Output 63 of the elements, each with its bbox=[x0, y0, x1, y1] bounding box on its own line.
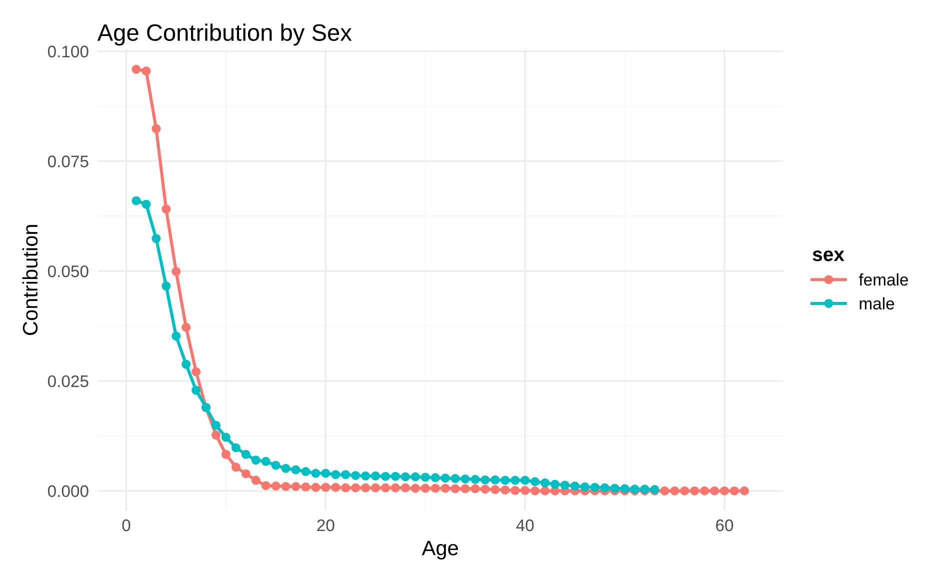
y-tick-label: 0.075 bbox=[48, 156, 88, 168]
point bbox=[351, 470, 360, 480]
point bbox=[380, 472, 390, 481]
point bbox=[520, 476, 530, 485]
point bbox=[361, 471, 370, 480]
point bbox=[420, 472, 430, 482]
point bbox=[510, 476, 520, 485]
x-tick-label: 20 bbox=[317, 519, 334, 532]
point bbox=[480, 475, 490, 484]
point bbox=[550, 480, 560, 489]
point bbox=[590, 482, 600, 492]
point bbox=[231, 443, 240, 452]
y-axis-title: Contribution bbox=[22, 225, 38, 335]
point bbox=[490, 475, 500, 484]
point bbox=[400, 472, 410, 482]
point bbox=[152, 234, 161, 244]
point bbox=[321, 468, 330, 478]
point bbox=[241, 450, 250, 459]
legend-label: female bbox=[858, 273, 908, 286]
point bbox=[410, 472, 420, 482]
point bbox=[460, 474, 470, 484]
legend-title: sex bbox=[812, 250, 844, 262]
x-tick-label: 40 bbox=[516, 519, 534, 532]
y-tick-label: 0.100 bbox=[48, 46, 88, 58]
point bbox=[390, 472, 400, 481]
point bbox=[430, 473, 440, 482]
point bbox=[132, 196, 141, 206]
point bbox=[251, 456, 260, 465]
point bbox=[211, 420, 220, 430]
x-axis-title: Age bbox=[422, 540, 458, 560]
point bbox=[610, 484, 620, 493]
point bbox=[182, 360, 191, 369]
point bbox=[450, 474, 460, 484]
point bbox=[271, 460, 280, 470]
point bbox=[560, 480, 570, 490]
point bbox=[172, 332, 181, 341]
point bbox=[500, 476, 510, 485]
x-tick-label: 60 bbox=[716, 519, 734, 532]
point bbox=[530, 477, 540, 486]
point bbox=[221, 432, 230, 442]
point bbox=[281, 464, 290, 473]
x-tick-label: 0 bbox=[122, 519, 130, 532]
point bbox=[261, 456, 270, 466]
point bbox=[301, 467, 310, 476]
point bbox=[192, 386, 201, 395]
chart-title: Age Contribution by Sex bbox=[97, 24, 352, 46]
y-tick-label: 0.050 bbox=[48, 265, 88, 278]
y-tick-label: 0.000 bbox=[48, 485, 88, 498]
point bbox=[311, 468, 320, 478]
point bbox=[580, 482, 590, 492]
point bbox=[341, 470, 350, 480]
legend-label: male bbox=[860, 297, 894, 310]
point bbox=[162, 281, 171, 291]
y-tick-label: 0.025 bbox=[48, 375, 88, 388]
point bbox=[142, 200, 151, 209]
point bbox=[600, 483, 610, 492]
point bbox=[291, 465, 300, 474]
point bbox=[440, 474, 450, 483]
point bbox=[540, 478, 550, 488]
point bbox=[570, 482, 580, 491]
point bbox=[371, 471, 380, 480]
point bbox=[470, 474, 480, 484]
point bbox=[331, 470, 340, 480]
